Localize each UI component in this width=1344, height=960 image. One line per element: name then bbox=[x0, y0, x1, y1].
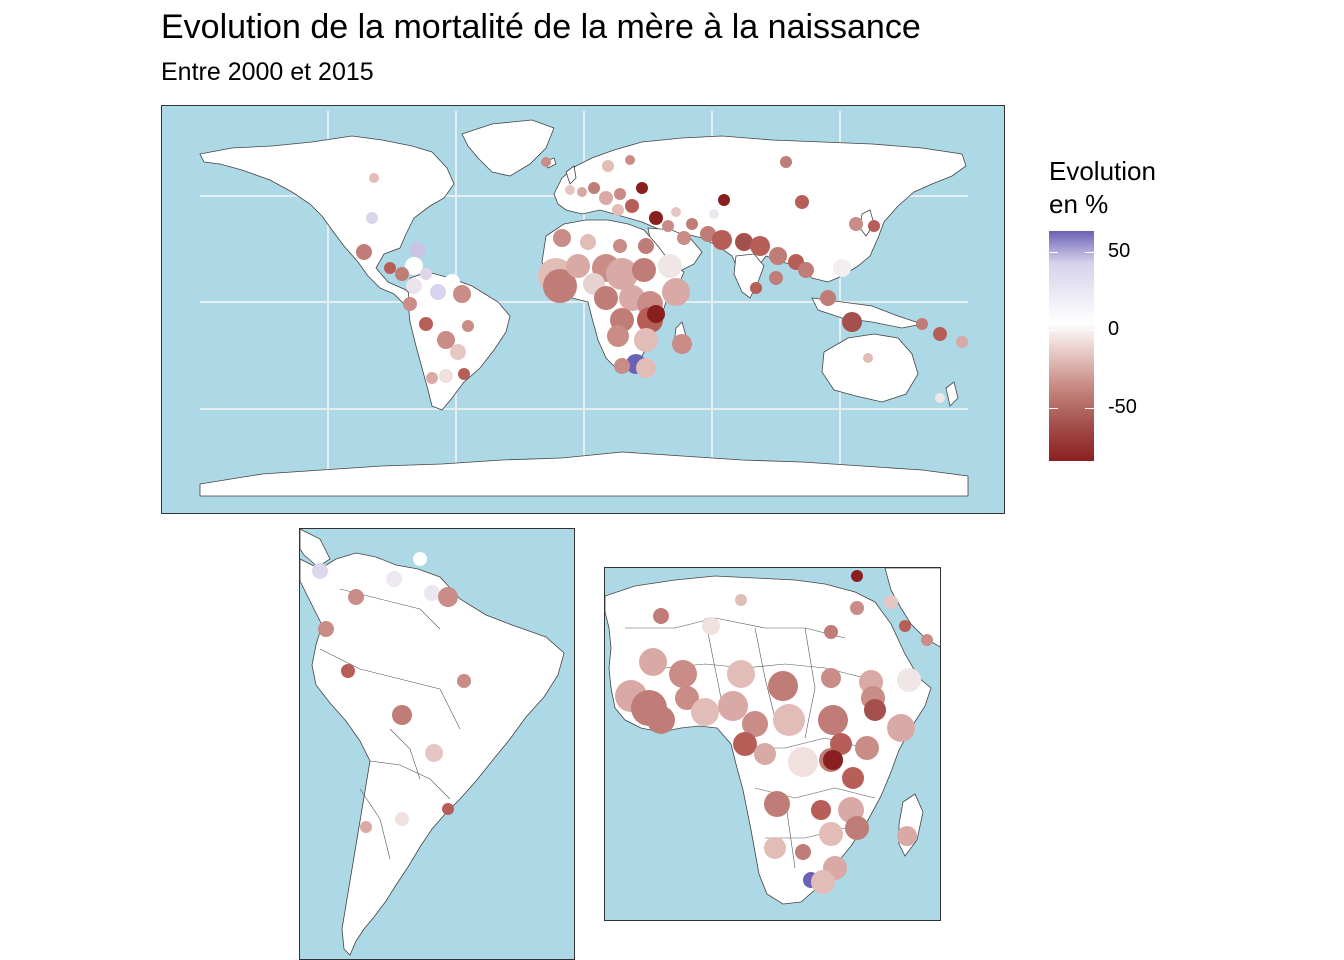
south-america-map bbox=[300, 529, 565, 956]
legend-tick-50-right bbox=[1085, 252, 1094, 253]
legend-title-line1: Evolution bbox=[1049, 156, 1156, 186]
africa-bubbles bbox=[615, 570, 933, 894]
legend-title: Evolution en % bbox=[1049, 155, 1156, 221]
africa-map-panel bbox=[604, 567, 941, 921]
world-map-panel bbox=[161, 105, 1005, 514]
map-title: Evolution de la mortalité de la mère à l… bbox=[161, 8, 921, 46]
africa-map bbox=[605, 568, 940, 905]
legend-tick-0-left bbox=[1049, 330, 1058, 331]
south-america-bubbles bbox=[312, 552, 471, 833]
map-subtitle: Entre 2000 et 2015 bbox=[161, 58, 374, 86]
legend-label-0: 0 bbox=[1108, 318, 1120, 340]
south-america-borders bbox=[319, 588, 461, 860]
legend-title-line2: en % bbox=[1049, 189, 1109, 219]
legend-tick-neg50-right bbox=[1085, 408, 1094, 409]
legend-tick-0-right bbox=[1085, 330, 1094, 331]
legend-tick-neg50-left bbox=[1049, 408, 1058, 409]
legend-tick-50-left bbox=[1049, 252, 1058, 253]
legend-label-50: 50 bbox=[1108, 240, 1131, 262]
legend-label-neg50: -50 bbox=[1108, 396, 1137, 418]
world-bubbles bbox=[356, 155, 968, 403]
south-america-map-panel bbox=[299, 528, 575, 960]
legend-color-bar bbox=[1049, 231, 1094, 461]
world-map bbox=[199, 111, 969, 497]
